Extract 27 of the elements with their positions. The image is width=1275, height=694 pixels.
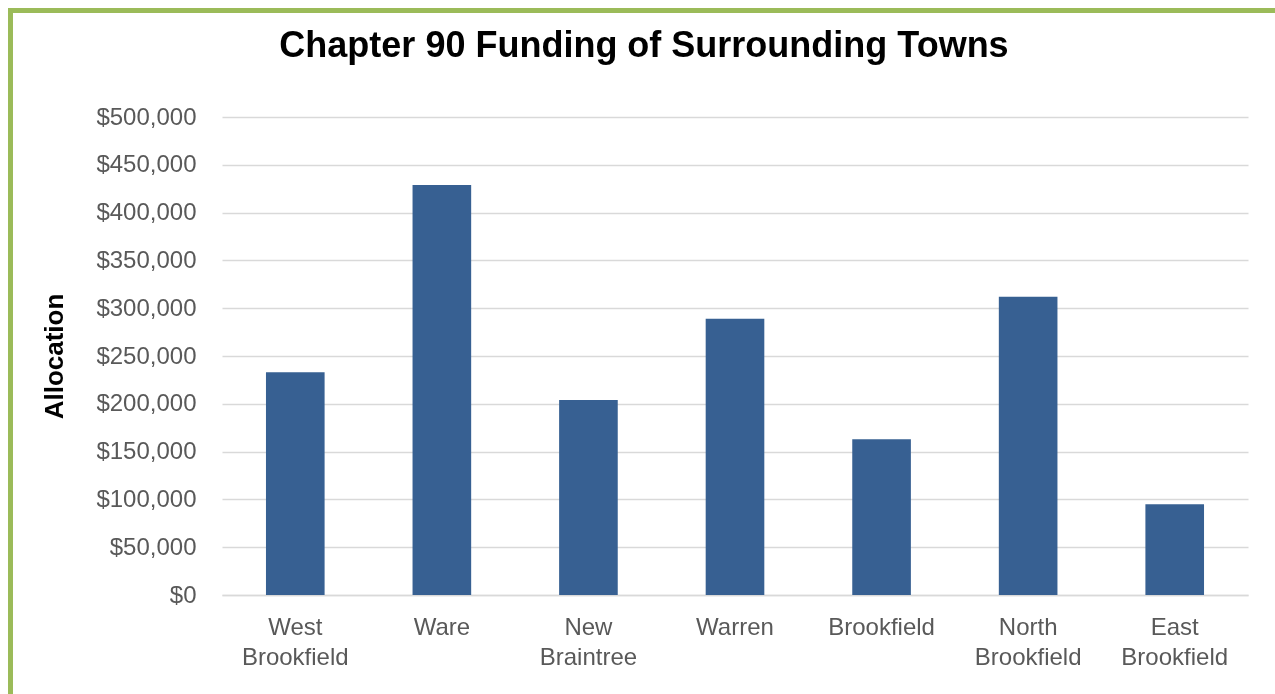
bar — [265, 372, 325, 595]
y-tick-label: $0 — [169, 580, 197, 608]
y-tick-label: $300,000 — [96, 293, 197, 321]
x-tick-label: Ware — [413, 612, 471, 640]
bar — [559, 399, 618, 595]
y-tick-label: $450,000 — [96, 150, 197, 178]
y-tick-label: $350,000 — [96, 245, 197, 273]
y-tick-label: $50,000 — [109, 532, 197, 560]
x-tick-label: East Brookfield — [1121, 612, 1229, 670]
y-tick-label: $250,000 — [96, 341, 197, 369]
x-tick-label: North Brookfield — [974, 612, 1082, 670]
bar — [998, 296, 1058, 595]
y-tick-label: $100,000 — [96, 484, 197, 512]
y-tick-label: $150,000 — [96, 437, 197, 465]
y-axis-title: Allocation — [39, 293, 70, 420]
bar — [852, 439, 911, 595]
x-tick-label: Warren — [696, 612, 774, 640]
bar — [1145, 504, 1205, 595]
y-tick-label: $200,000 — [96, 389, 197, 417]
y-tick-label: $500,000 — [96, 102, 197, 130]
x-tick-label: West Brookfield — [241, 612, 349, 670]
chart-title: Chapter 90 Funding of Surrounding Towns — [279, 24, 1009, 65]
bar — [412, 184, 472, 595]
y-tick-label: $400,000 — [96, 198, 197, 226]
x-tick-label: New Braintree — [539, 612, 638, 670]
x-tick-label: Brookfield — [828, 612, 935, 640]
bar — [705, 318, 765, 595]
